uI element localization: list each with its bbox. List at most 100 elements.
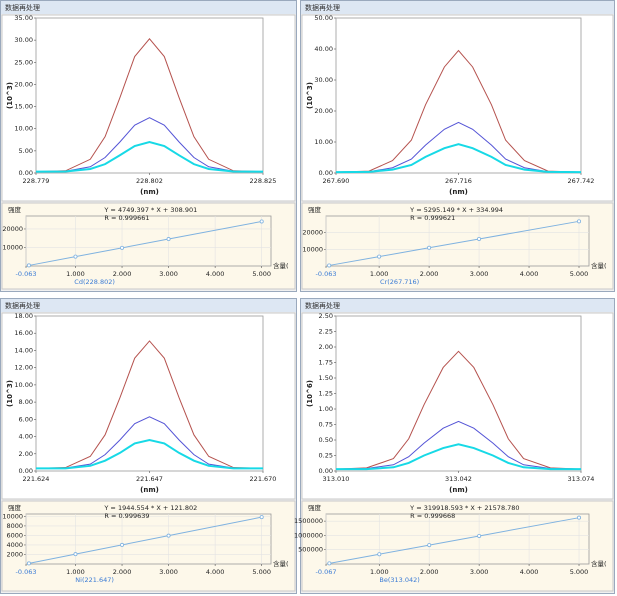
- x-tick-label: 267.742: [568, 177, 595, 185]
- x-axis-label: 含量(: [591, 261, 607, 270]
- data-point: [166, 533, 171, 538]
- title-bar: [301, 1, 614, 14]
- y-tick-label: 4.00: [19, 433, 33, 441]
- series-line: [35, 117, 264, 173]
- y-tick-label: 15.00: [14, 103, 33, 111]
- x-tick-label: 221.670: [250, 475, 277, 483]
- calibration-pane: [1, 500, 296, 592]
- y-tick-label: 6.00: [19, 415, 33, 423]
- x-tick-label: 5.000: [252, 270, 271, 278]
- x-tick-label: 5.000: [252, 568, 271, 576]
- annotation: R = 0.999621: [410, 214, 455, 222]
- y-tick-label: 4000: [6, 541, 23, 549]
- x-axis-label: (nm): [140, 188, 159, 196]
- data-point: [327, 263, 332, 268]
- y-axis-label: (10^3): [306, 82, 314, 109]
- y-tick-label: 2000: [6, 550, 23, 558]
- x-tick-label: 2.000: [113, 568, 132, 576]
- x-axis-label: (nm): [449, 188, 468, 196]
- y-tick-label: 0.00: [319, 467, 333, 475]
- caption: Cd(228.802): [74, 278, 115, 286]
- series-line: [35, 416, 264, 469]
- y-tick-label: 25.00: [14, 58, 33, 66]
- y-tick-label: 1.75: [319, 359, 333, 367]
- y-tick-label: 10.00: [14, 125, 33, 133]
- y-axis-label: 强度: [8, 503, 22, 512]
- y-tick-label: 35.00: [14, 14, 33, 22]
- y-tick-label: 0.75: [319, 421, 333, 429]
- y-tick-label: 10000: [2, 243, 23, 251]
- window: 数据再处理◀↻▶0.002.004.006.008.0010.0012.0014…: [0, 298, 297, 594]
- data-point: [327, 561, 332, 566]
- data-point: [477, 533, 482, 538]
- y-axis-label: (10^3): [6, 82, 14, 109]
- x-tick-label: 267.716: [445, 177, 472, 185]
- x-tick-label: 267.690: [323, 177, 350, 185]
- x-tick-label: 313.010: [323, 475, 350, 483]
- caption: Be(313.042): [379, 576, 419, 584]
- window-title: 数据再处理: [305, 3, 340, 12]
- y-tick-label: 30.00: [14, 36, 33, 44]
- window-title: 数据再处理: [5, 301, 40, 310]
- y-tick-label: 5.00: [19, 147, 33, 155]
- data-point: [259, 219, 264, 224]
- window-title: 数据再处理: [305, 301, 340, 310]
- y-tick-label: 10.00: [314, 138, 333, 146]
- y-tick-label: 12.00: [14, 364, 33, 372]
- title-bar: [301, 299, 614, 312]
- x-axis-label: 含量(: [273, 559, 289, 568]
- plot-frame: [35, 17, 264, 174]
- calibration-pane: [1, 202, 296, 290]
- x-tick-label: 5.000: [570, 270, 589, 278]
- series-line: [36, 438, 263, 470]
- data-point: [73, 552, 78, 557]
- y-tick-label: 2.00: [319, 343, 333, 351]
- x-tick-label: 4.000: [206, 270, 225, 278]
- window: 数据再处理◀↻▶0.000.250.500.751.001.251.501.75…: [294, 298, 615, 594]
- y-tick-label: 1.25: [319, 390, 333, 398]
- data-point: [577, 515, 582, 520]
- y-axis-label: (10^6): [306, 380, 314, 407]
- y-tick-label: 0.00: [19, 467, 33, 475]
- title-bar: [1, 299, 296, 312]
- y-tick-label: 20000: [2, 225, 23, 233]
- y-axis-label: (10^3): [6, 380, 14, 407]
- data-point: [73, 254, 78, 259]
- data-point: [477, 236, 482, 241]
- y-tick-label: 0.25: [319, 452, 333, 460]
- x-tick-label: 2.000: [113, 270, 132, 278]
- window: 数据再处理◀↻▶0.0010.0020.0030.0040.0050.00267…: [300, 0, 615, 292]
- y-tick-label: 0.00: [319, 169, 333, 177]
- data-point: [259, 515, 264, 520]
- data-point: [427, 245, 432, 250]
- annotation: Y = 1944.554 * X + 121.802: [103, 504, 197, 512]
- x-tick-label: 228.802: [136, 177, 163, 185]
- x-tick-label: 221.624: [23, 475, 50, 483]
- data-point: [166, 237, 171, 242]
- data-point: [377, 254, 382, 259]
- y-tick-label: 20.00: [14, 80, 33, 88]
- y-tick-label: 2.50: [319, 312, 333, 320]
- x-tick-label: -0.063: [316, 270, 337, 278]
- x-tick-label: -0.063: [16, 568, 37, 576]
- x-tick-label: 221.647: [136, 475, 163, 483]
- x-tick-label: 4.000: [520, 568, 539, 576]
- x-tick-label: 3.000: [159, 270, 178, 278]
- plot-frame: [335, 315, 582, 472]
- data-point: [120, 542, 125, 547]
- series-line: [35, 140, 264, 173]
- y-tick-label: 8000: [6, 522, 23, 530]
- x-tick-label: 3.000: [470, 270, 489, 278]
- window: 数据再处理◀↻▶0.005.0010.0015.0020.0025.0030.0…: [0, 0, 297, 292]
- x-tick-label: -0.063: [16, 270, 37, 278]
- y-tick-label: 40.00: [314, 45, 333, 53]
- x-tick-label: 228.779: [23, 177, 50, 185]
- title-bar: [1, 1, 296, 14]
- x-tick-label: 313.074: [568, 475, 595, 483]
- x-axis-label: 含量(: [591, 559, 607, 568]
- series-line: [35, 38, 264, 173]
- y-axis-label: 强度: [8, 205, 22, 214]
- x-tick-label: 3.000: [470, 568, 489, 576]
- annotation: Y = 4749.397 * X + 308.901: [103, 206, 197, 214]
- x-tick-label: 1.000: [66, 270, 85, 278]
